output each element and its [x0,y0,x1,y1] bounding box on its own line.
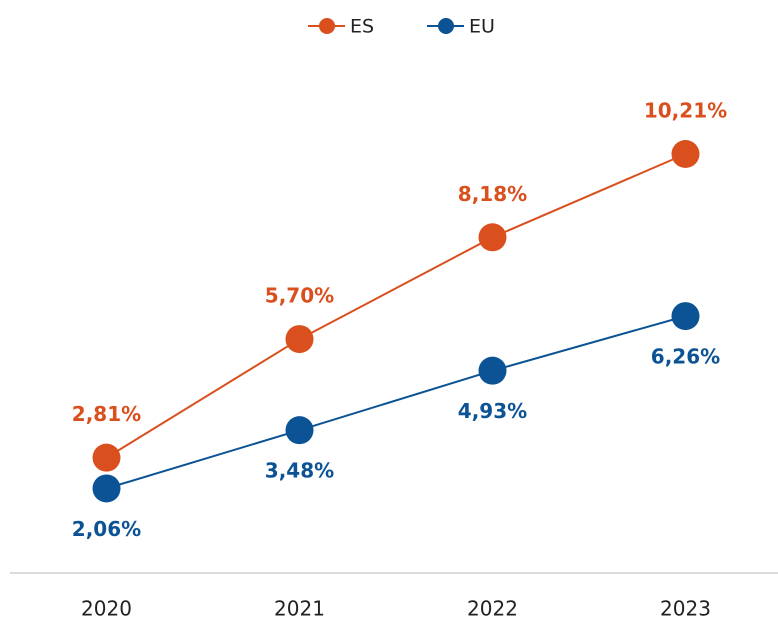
legend-label: ES [350,16,374,38]
data-label: 2,06% [72,517,141,541]
x-tick-label: 2020 [81,597,132,621]
data-label: 3,48% [265,459,334,483]
data-label: 2,81% [72,402,141,426]
x-tick-label: 2021 [274,597,325,621]
legend-label: EU [469,16,495,38]
point [285,416,314,445]
point [671,302,700,331]
legend-marker [438,18,454,34]
point [285,325,314,354]
data-label: 8,18% [458,182,527,206]
x-tick-label: 2022 [467,597,518,621]
series-line [105,153,686,459]
x-tick-label: 2023 [660,597,711,621]
point [478,223,507,252]
point [92,474,121,503]
data-label: 5,70% [265,284,334,308]
data-label: 10,21% [644,99,727,123]
point [478,356,507,385]
data-label: 4,93% [458,399,527,423]
legend-marker [319,18,335,34]
point [92,443,121,472]
data-label: 6,26% [651,345,720,369]
series-line [106,315,686,490]
point [671,140,700,168]
